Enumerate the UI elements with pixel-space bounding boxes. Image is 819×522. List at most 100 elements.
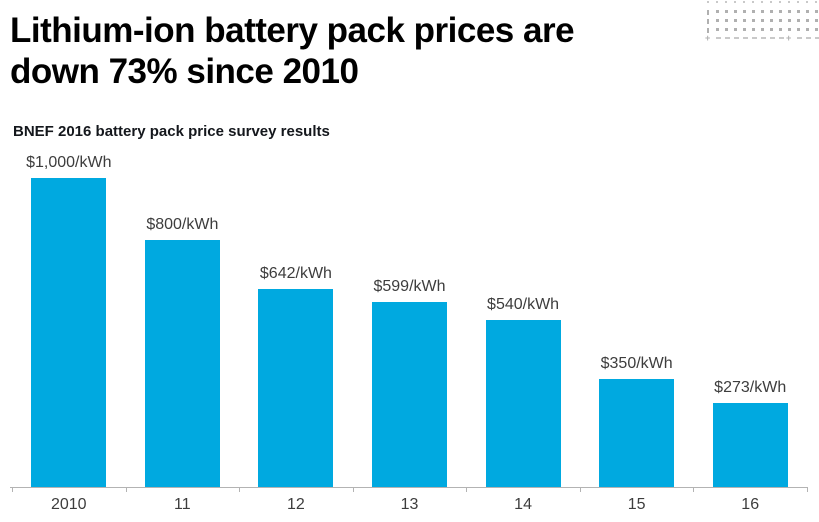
dot bbox=[743, 1, 745, 3]
dot bbox=[743, 28, 746, 31]
dot bbox=[770, 10, 773, 13]
dot bbox=[725, 37, 730, 39]
dot: + bbox=[786, 33, 792, 43]
dot bbox=[779, 28, 782, 31]
dot bbox=[815, 28, 818, 31]
dot bbox=[761, 19, 764, 22]
dot bbox=[770, 37, 775, 39]
dot bbox=[779, 10, 782, 13]
dot bbox=[716, 10, 719, 13]
dot bbox=[734, 1, 736, 3]
x-axis-tick bbox=[12, 487, 13, 492]
dot bbox=[761, 28, 764, 31]
dot bbox=[707, 19, 709, 24]
dot bbox=[779, 37, 784, 39]
title-line-2: down 73% since 2010 bbox=[10, 52, 359, 91]
dot bbox=[725, 1, 727, 3]
title-line-1: Lithium-ion battery pack prices are bbox=[10, 11, 575, 50]
dot bbox=[806, 19, 809, 22]
dot bbox=[806, 1, 808, 3]
x-tick-label-16: 16 bbox=[741, 496, 760, 513]
dot bbox=[815, 10, 818, 13]
dot bbox=[779, 19, 782, 22]
dot bbox=[752, 1, 754, 3]
x-axis-tick bbox=[693, 487, 695, 492]
x-axis-line bbox=[10, 487, 808, 488]
dot bbox=[734, 28, 737, 31]
x-tick-label-11: 11 bbox=[174, 496, 191, 513]
x-axis-tick bbox=[239, 487, 241, 492]
dot bbox=[734, 37, 739, 39]
value-label-12: $642/kWh bbox=[259, 265, 332, 282]
dot bbox=[752, 37, 757, 39]
dot bbox=[788, 10, 791, 13]
dot bbox=[761, 10, 764, 13]
bar-15 bbox=[599, 379, 675, 487]
x-axis-tick bbox=[807, 487, 808, 492]
bar-2010 bbox=[31, 178, 107, 487]
dot bbox=[797, 1, 799, 3]
dot bbox=[779, 1, 781, 3]
dot bbox=[815, 37, 819, 39]
x-tick-label-14: 14 bbox=[514, 496, 532, 513]
value-label-13: $599/kWh bbox=[373, 278, 446, 295]
dot bbox=[815, 1, 817, 3]
dot bbox=[716, 1, 718, 3]
bar-14 bbox=[485, 320, 561, 487]
x-tick-label-13: 13 bbox=[400, 496, 419, 513]
dot bbox=[707, 10, 709, 15]
dot bbox=[788, 19, 791, 22]
dot bbox=[716, 19, 719, 22]
dot bbox=[797, 28, 800, 31]
dot bbox=[752, 19, 755, 22]
dot bbox=[734, 19, 737, 22]
dot bbox=[743, 19, 746, 22]
bar-13 bbox=[372, 302, 447, 487]
x-tick-label-2010: 2010 bbox=[50, 496, 87, 513]
dot bbox=[788, 1, 790, 3]
dot bbox=[707, 1, 709, 3]
value-label-14: $540/kWh bbox=[487, 296, 560, 313]
dot bbox=[770, 28, 773, 31]
dot bbox=[797, 19, 800, 22]
dot bbox=[734, 10, 737, 13]
dot bbox=[743, 37, 748, 39]
value-label-2010: $1,000/kWh bbox=[26, 154, 112, 171]
bar-12 bbox=[258, 289, 334, 487]
dot bbox=[788, 28, 791, 31]
dot bbox=[806, 37, 811, 39]
bar-11 bbox=[144, 240, 220, 487]
dot bbox=[752, 10, 755, 13]
value-label-11: $800/kWh bbox=[146, 216, 219, 233]
dot bbox=[725, 28, 728, 31]
x-axis-tick bbox=[466, 487, 468, 492]
dot bbox=[806, 28, 809, 31]
x-tick-label-12: 12 bbox=[287, 496, 305, 513]
dot bbox=[716, 37, 721, 39]
x-axis-tick bbox=[579, 487, 581, 492]
bar-16 bbox=[712, 403, 788, 487]
dot: + bbox=[705, 33, 711, 43]
dot bbox=[761, 37, 766, 39]
dot bbox=[770, 19, 773, 22]
page-title: Lithium-ion battery pack prices are down… bbox=[10, 10, 700, 92]
dot bbox=[707, 28, 709, 33]
chart-subtitle: BNEF 2016 battery pack price survey resu… bbox=[13, 123, 330, 140]
dot bbox=[815, 19, 818, 22]
dot bbox=[797, 37, 802, 39]
dot bbox=[761, 1, 763, 3]
dot bbox=[725, 19, 728, 22]
x-axis-tick bbox=[125, 487, 127, 492]
dot-grid-decoration: + + bbox=[705, 1, 819, 43]
value-label-16: $273/kWh bbox=[714, 379, 787, 396]
dot bbox=[752, 28, 755, 31]
value-label-15: $350/kWh bbox=[600, 355, 673, 372]
dot bbox=[770, 1, 772, 3]
x-axis-tick bbox=[352, 487, 354, 492]
dot bbox=[725, 10, 728, 13]
dot bbox=[716, 28, 719, 31]
dot bbox=[743, 10, 746, 13]
x-tick-label-15: 15 bbox=[627, 496, 646, 513]
